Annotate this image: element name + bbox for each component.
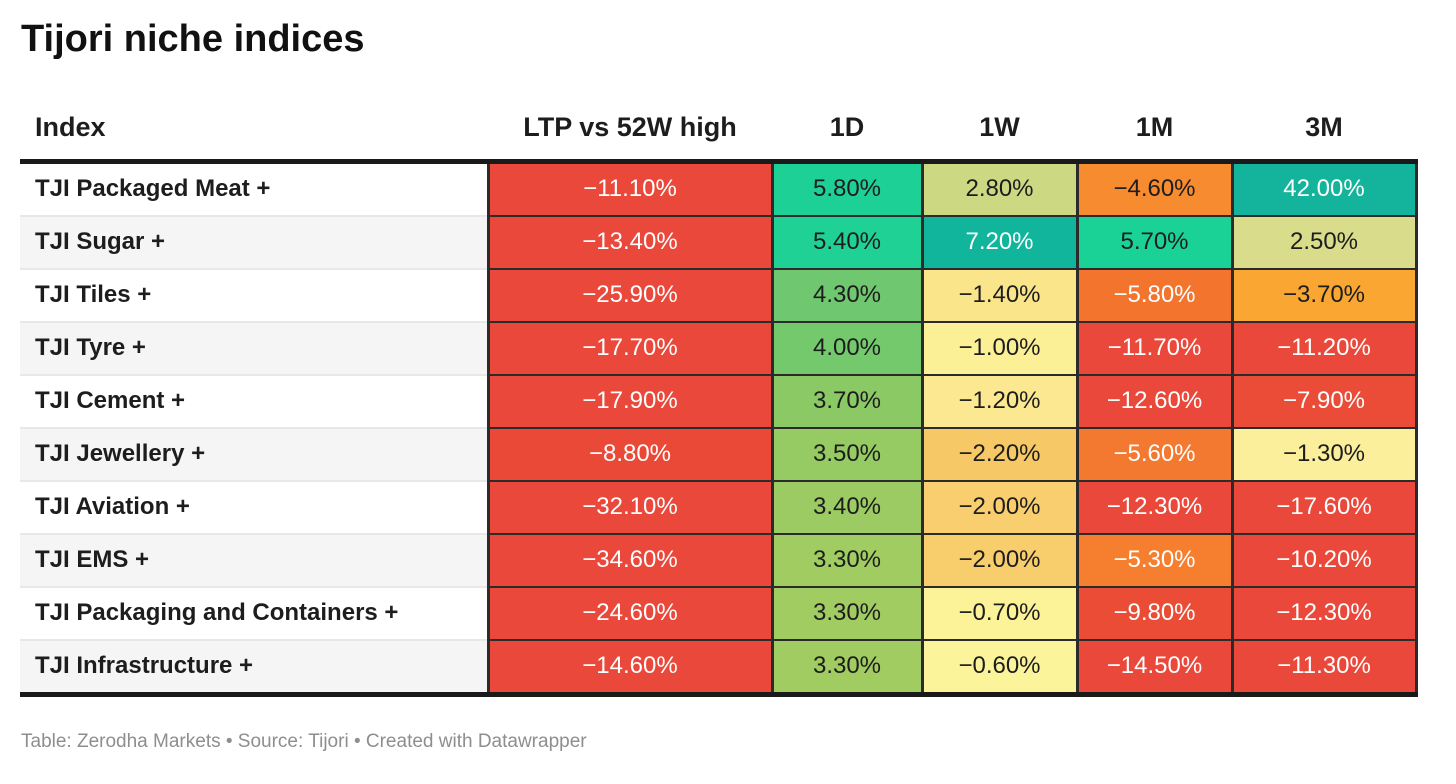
row-label: TJI Sugar +	[20, 215, 488, 270]
table-row: TJI Tyre + −17.70% 4.00% −1.00% −11.70% −11.2…	[20, 320, 1418, 376]
value-cell: 5.70%	[1075, 214, 1234, 270]
table-row: TJI Aviation + −32.10% 3.40% −2.00% −12.30% −…	[20, 479, 1418, 535]
value-cell: −25.90%	[486, 267, 774, 323]
value-cell: −5.30%	[1075, 532, 1234, 588]
column-header-ltp-vs-52w-high: LTP vs 52W high	[488, 61, 772, 164]
value-cell: −12.30%	[1075, 479, 1234, 535]
value-cell: −2.20%	[920, 426, 1079, 482]
value-cell: −1.00%	[920, 320, 1079, 376]
value-cell: −12.60%	[1075, 373, 1234, 429]
value-cell: −5.80%	[1075, 267, 1234, 323]
value-cell: −7.90%	[1230, 373, 1418, 429]
table-row: TJI Cement + −17.90% 3.70% −1.20% −12.60% −7.…	[20, 373, 1418, 429]
chart-title: Tijori niche indices	[21, 18, 365, 60]
indices-table: Index LTP vs 52W high 1D 1W 1M 3M TJI Pa…	[20, 61, 1418, 697]
value-cell: −11.70%	[1075, 320, 1234, 376]
column-header-1m: 1M	[1077, 61, 1232, 164]
row-label: TJI Packaged Meat +	[20, 161, 488, 217]
value-cell: −2.00%	[920, 532, 1079, 588]
value-cell: 7.20%	[920, 214, 1079, 270]
value-cell: −17.70%	[486, 320, 774, 376]
value-cell: 3.30%	[770, 585, 924, 641]
value-cell: 42.00%	[1230, 160, 1418, 217]
value-cell: 4.30%	[770, 267, 924, 323]
table-body: TJI Packaged Meat + −11.10% 5.80% 2.80% −4.6…	[20, 160, 1418, 697]
value-cell: −14.50%	[1075, 638, 1234, 697]
value-cell: 2.80%	[920, 160, 1079, 217]
value-cell: 3.40%	[770, 479, 924, 535]
value-cell: −11.20%	[1230, 320, 1418, 376]
value-cell: −3.70%	[1230, 267, 1418, 323]
value-cell: −2.00%	[920, 479, 1079, 535]
column-header-index: Index	[20, 61, 488, 164]
table-row: TJI Packaging and Containers + −24.60% 3.3…	[20, 585, 1418, 641]
value-cell: −5.60%	[1075, 426, 1234, 482]
value-cell: −10.20%	[1230, 532, 1418, 588]
attribution-footer: Table: Zerodha Markets • Source: Tijori …	[21, 730, 587, 752]
table-row: TJI Sugar + −13.40% 5.40% 7.20% 5.70% 2.50%	[20, 214, 1418, 270]
table-row: TJI Tiles + −25.90% 4.30% −1.40% −5.80% −3.70…	[20, 267, 1418, 323]
value-cell: −9.80%	[1075, 585, 1234, 641]
value-cell: −1.30%	[1230, 426, 1418, 482]
value-cell: −17.60%	[1230, 479, 1418, 535]
column-header-1w: 1W	[922, 61, 1077, 164]
value-cell: −11.30%	[1230, 638, 1418, 697]
table-row: TJI EMS + −34.60% 3.30% −2.00% −5.30% −10.20%	[20, 532, 1418, 588]
value-cell: −17.90%	[486, 373, 774, 429]
value-cell: 4.00%	[770, 320, 924, 376]
table-row: TJI Jewellery + −8.80% 3.50% −2.20% −5.60% −1…	[20, 426, 1418, 482]
row-label: TJI Packaging and Containers +	[20, 586, 488, 641]
row-label: TJI Jewellery +	[20, 427, 488, 482]
row-label: TJI Aviation +	[20, 480, 488, 535]
value-cell: 3.50%	[770, 426, 924, 482]
value-cell: −11.10%	[486, 160, 774, 217]
table-row: TJI Packaged Meat + −11.10% 5.80% 2.80% −4.6…	[20, 160, 1418, 217]
row-label: TJI Tyre +	[20, 321, 488, 376]
value-cell: −14.60%	[486, 638, 774, 697]
value-cell: −13.40%	[486, 214, 774, 270]
column-header-3m: 3M	[1232, 61, 1416, 164]
value-cell: −0.70%	[920, 585, 1079, 641]
value-cell: −4.60%	[1075, 160, 1234, 217]
value-cell: 3.70%	[770, 373, 924, 429]
row-label: TJI Infrastructure +	[20, 639, 488, 697]
value-cell: 3.30%	[770, 638, 924, 697]
value-cell: −1.20%	[920, 373, 1079, 429]
value-cell: −8.80%	[486, 426, 774, 482]
row-label: TJI Tiles +	[20, 268, 488, 323]
value-cell: 5.80%	[770, 160, 924, 217]
value-cell: −0.60%	[920, 638, 1079, 697]
value-cell: 3.30%	[770, 532, 924, 588]
value-cell: 2.50%	[1230, 214, 1418, 270]
value-cell: −24.60%	[486, 585, 774, 641]
header-row: Index LTP vs 52W high 1D 1W 1M 3M	[20, 61, 1416, 164]
row-label: TJI Cement +	[20, 374, 488, 429]
table-row: TJI Infrastructure + −14.60% 3.30% −0.60% −1…	[20, 638, 1418, 697]
row-label: TJI EMS +	[20, 533, 488, 588]
value-cell: −32.10%	[486, 479, 774, 535]
value-cell: −12.30%	[1230, 585, 1418, 641]
datawrapper-table-card: Tijori niche indices Index LTP vs 52W hi…	[0, 18, 1456, 753]
value-cell: −34.60%	[486, 532, 774, 588]
value-cell: 5.40%	[770, 214, 924, 270]
column-header-1d: 1D	[772, 61, 922, 164]
value-cell: −1.40%	[920, 267, 1079, 323]
